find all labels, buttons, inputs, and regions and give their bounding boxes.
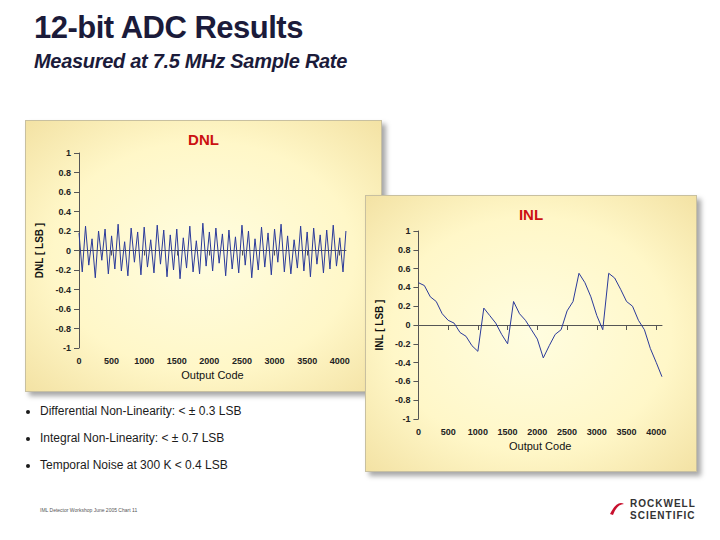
html-text:ROCKWELL: ROCKWELL — [630, 498, 696, 509]
svg-text:INL [ LSB ]: INL [ LSB ] — [374, 300, 385, 351]
svg-text:0: 0 — [76, 356, 81, 366]
svg-text:1500: 1500 — [167, 356, 187, 366]
svg-text:3000: 3000 — [587, 427, 607, 437]
svg-text:-0.8: -0.8 — [55, 324, 71, 334]
svg-text:-0.2: -0.2 — [55, 265, 71, 275]
html-text:12-bit ADC Results: 12-bit ADC Results — [34, 10, 303, 45]
svg-text:2500: 2500 — [557, 427, 577, 437]
svg-text:-0.4: -0.4 — [395, 358, 411, 368]
html-text:Measured at 7.5 MHz Sample Rat: Measured at 7.5 MHz Sample Rate — [34, 50, 347, 72]
svg-text:1000: 1000 — [134, 356, 154, 366]
svg-text:1: 1 — [66, 148, 71, 158]
svg-text:500: 500 — [104, 356, 119, 366]
svg-text:3500: 3500 — [617, 427, 637, 437]
svg-text:4000: 4000 — [330, 356, 350, 366]
svg-text:-0.2: -0.2 — [395, 339, 411, 349]
svg-text:Output Code: Output Code — [509, 440, 571, 452]
svg-text:1: 1 — [405, 226, 410, 236]
svg-text:-1: -1 — [63, 343, 71, 353]
svg-text:0.8: 0.8 — [398, 245, 411, 255]
svg-text:DNL: DNL — [188, 131, 219, 148]
svg-text:0: 0 — [416, 427, 421, 437]
html-text:Temporal Noise at 300 K < 0.4: Temporal Noise at 300 K < 0.4 LSB — [40, 458, 228, 472]
svg-text:-0.6: -0.6 — [55, 304, 71, 314]
svg-text:2000: 2000 — [199, 356, 219, 366]
html-text:Differential Non-Linearity: <: Differential Non-Linearity: < ± 0.3 LSB — [40, 404, 242, 418]
svg-text:1500: 1500 — [498, 427, 518, 437]
svg-text:1000: 1000 — [468, 427, 488, 437]
svg-text:0.4: 0.4 — [58, 207, 71, 217]
svg-text:3500: 3500 — [297, 356, 317, 366]
html-text:SCIENTIFIC: SCIENTIFIC — [630, 510, 696, 521]
svg-text:DNL [ LSB ]: DNL [ LSB ] — [34, 223, 45, 278]
svg-text:4000: 4000 — [646, 427, 666, 437]
svg-text:-0.8: -0.8 — [395, 395, 411, 405]
svg-text:0.6: 0.6 — [398, 264, 411, 274]
html-text:Integral Non-Linearity: < ± 0.: Integral Non-Linearity: < ± 0.7 LSB — [40, 431, 225, 445]
svg-text:-0.4: -0.4 — [55, 285, 71, 295]
svg-text:INL: INL — [519, 206, 543, 223]
svg-text:0.4: 0.4 — [398, 282, 411, 292]
svg-text:Output Code: Output Code — [181, 369, 243, 381]
svg-text:-1: -1 — [402, 414, 410, 424]
svg-text:2000: 2000 — [527, 427, 547, 437]
svg-text:-0.6: -0.6 — [395, 376, 411, 386]
svg-text:500: 500 — [441, 427, 456, 437]
html-text:IML Detector Workshop June 200: IML Detector Workshop June 2005 Chart 11 — [40, 507, 138, 513]
svg-text:0.2: 0.2 — [58, 226, 71, 236]
svg-text:2500: 2500 — [232, 356, 252, 366]
svg-text:0.2: 0.2 — [398, 301, 411, 311]
svg-text:0.6: 0.6 — [58, 187, 71, 197]
svg-text:0.8: 0.8 — [58, 168, 71, 178]
svg-text:3000: 3000 — [265, 356, 285, 366]
svg-text:0: 0 — [405, 320, 410, 330]
svg-text:0: 0 — [66, 246, 71, 256]
